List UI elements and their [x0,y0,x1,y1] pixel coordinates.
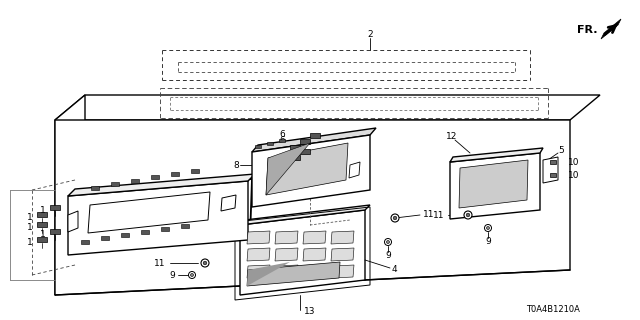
Bar [50,229,60,234]
Circle shape [484,225,492,231]
Polygon shape [247,231,270,244]
Bar [37,212,47,217]
Polygon shape [247,248,270,261]
Text: 11: 11 [433,211,444,220]
Polygon shape [55,95,600,120]
Circle shape [393,216,397,220]
Text: 1: 1 [27,222,33,231]
Polygon shape [450,148,543,162]
Polygon shape [68,181,248,255]
Polygon shape [240,210,365,295]
Text: 8: 8 [233,161,239,170]
Text: 12: 12 [446,132,458,140]
Polygon shape [240,205,370,225]
Text: 4: 4 [391,266,397,275]
Bar [300,149,310,154]
Text: 11: 11 [154,259,165,268]
Text: 10: 10 [568,171,579,180]
Circle shape [204,261,207,265]
Bar [550,173,556,177]
Text: 6: 6 [279,130,285,139]
Polygon shape [275,248,298,261]
Bar [290,145,300,150]
Polygon shape [247,265,270,278]
Polygon shape [303,265,326,278]
Circle shape [387,241,390,244]
Polygon shape [68,174,255,196]
Bar [81,240,89,244]
Text: 1: 1 [40,205,46,214]
Bar [161,227,169,231]
Text: 6: 6 [279,146,285,155]
Polygon shape [349,162,360,178]
Text: T0A4B1210A: T0A4B1210A [526,306,580,315]
Circle shape [464,211,472,219]
Circle shape [385,238,392,245]
Bar [255,145,261,148]
Circle shape [391,214,399,222]
Text: 10: 10 [568,157,579,166]
Polygon shape [252,135,370,207]
Bar [121,233,129,237]
Polygon shape [275,265,298,278]
Text: 13: 13 [304,308,316,316]
Text: 1: 1 [40,229,46,238]
Text: 6: 6 [279,135,285,145]
Bar [181,224,189,228]
Bar [171,172,179,176]
Text: 1: 1 [27,237,33,246]
Text: 9: 9 [385,251,391,260]
Bar [310,133,320,138]
Bar [191,169,199,173]
Circle shape [201,259,209,267]
Polygon shape [55,120,570,295]
Bar [131,179,139,183]
Text: 6: 6 [279,141,285,150]
Polygon shape [331,231,354,244]
Polygon shape [303,248,326,261]
Text: 5: 5 [558,146,564,155]
Polygon shape [247,262,340,286]
Polygon shape [450,153,540,219]
Polygon shape [331,248,354,261]
Polygon shape [459,160,528,208]
Text: 11: 11 [423,210,435,219]
Polygon shape [221,195,236,211]
Bar [141,230,149,234]
Polygon shape [331,265,354,278]
Bar [279,139,285,142]
Polygon shape [68,211,78,232]
Text: 9: 9 [485,236,491,245]
Circle shape [189,271,195,278]
Polygon shape [303,231,326,244]
Polygon shape [266,143,310,195]
Text: 2: 2 [367,29,373,38]
Bar [37,237,47,242]
Bar [550,160,556,164]
Circle shape [466,213,470,217]
Polygon shape [601,19,621,39]
Polygon shape [55,95,85,295]
Polygon shape [275,231,298,244]
Polygon shape [247,262,290,286]
Text: 9: 9 [169,270,175,279]
Circle shape [486,227,490,229]
Circle shape [191,274,193,276]
Bar [101,236,109,240]
Text: FR.: FR. [577,25,598,35]
Bar [290,155,300,160]
Bar [50,205,60,210]
Polygon shape [266,143,348,195]
Bar [267,142,273,145]
Polygon shape [252,128,376,152]
Polygon shape [88,192,210,233]
Text: 1: 1 [27,212,33,221]
Bar [300,139,310,144]
Bar [111,182,119,186]
Bar [37,222,47,227]
Bar [91,186,99,190]
Polygon shape [543,157,558,183]
Bar [151,175,159,179]
Text: 6: 6 [279,151,285,161]
